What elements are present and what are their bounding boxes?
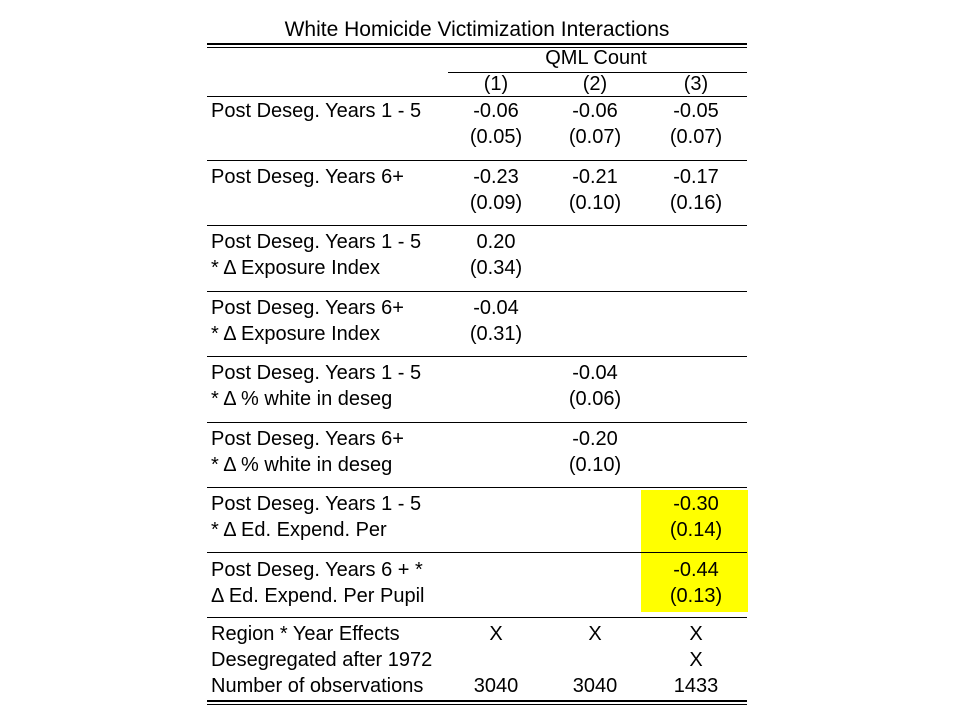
coef-cell: -0.06 bbox=[473, 100, 519, 122]
row-label: Post Deseg. Years 6 + * bbox=[211, 559, 423, 581]
row-label: Post Deseg. Years 1 - 5 bbox=[211, 231, 422, 253]
top-rule-2 bbox=[207, 47, 747, 48]
se-cell: (0.31) bbox=[469, 323, 523, 345]
footer-cell: X bbox=[588, 623, 602, 645]
model-header-rule bbox=[448, 72, 747, 73]
row-rule bbox=[207, 487, 747, 488]
row-label: Post Deseg. Years 1 - 5 bbox=[211, 493, 422, 515]
bottom-rule-2 bbox=[207, 704, 747, 705]
row-label: Post Deseg. Years 6+ bbox=[211, 297, 404, 319]
footer-cell: X bbox=[689, 649, 703, 671]
row-rule bbox=[207, 356, 747, 357]
row-rule bbox=[207, 422, 747, 423]
se-cell: (0.09) bbox=[469, 192, 523, 214]
coef-cell: -0.44 bbox=[673, 559, 719, 581]
row-label-2: * Δ Exposure Index bbox=[211, 323, 381, 345]
coef-cell: -0.06 bbox=[572, 100, 618, 122]
footer-cell: X bbox=[689, 623, 703, 645]
highlight-cells bbox=[641, 490, 748, 612]
row-label-2: * Δ % white in deseg bbox=[211, 388, 393, 410]
row-label: Post Deseg. Years 1 - 5 bbox=[211, 100, 422, 122]
coef-cell: -0.21 bbox=[572, 166, 618, 188]
se-cell: (0.07) bbox=[568, 126, 622, 148]
footer-cell: 1433 bbox=[673, 675, 719, 697]
coef-cell: -0.20 bbox=[572, 428, 618, 450]
footer-cell: X bbox=[489, 623, 503, 645]
se-cell: (0.07) bbox=[669, 126, 723, 148]
footer-label: Desegregated after 1972 bbox=[211, 649, 433, 671]
row-rule bbox=[207, 225, 747, 226]
row-rule bbox=[207, 291, 747, 292]
row-label-2: Δ Ed. Expend. Per Pupil bbox=[211, 585, 425, 607]
row-label: Post Deseg. Years 1 - 5 bbox=[211, 362, 422, 384]
coef-cell: 0.20 bbox=[476, 231, 516, 253]
footer-label: Number of observations bbox=[211, 675, 424, 697]
se-cell: (0.10) bbox=[568, 192, 622, 214]
row-label: Post Deseg. Years 6+ bbox=[211, 166, 404, 188]
row-label-2: * Δ Ed. Expend. Per bbox=[211, 519, 387, 541]
row-label-2: * Δ Exposure Index bbox=[211, 257, 381, 279]
coef-cell: -0.04 bbox=[572, 362, 618, 384]
model-header: QML Count bbox=[545, 47, 647, 69]
se-cell: (0.14) bbox=[669, 519, 723, 541]
header-rule bbox=[207, 96, 747, 97]
column-header: (1) bbox=[483, 73, 509, 95]
coef-cell: -0.05 bbox=[673, 100, 719, 122]
coef-cell: -0.04 bbox=[473, 297, 519, 319]
se-cell: (0.13) bbox=[669, 585, 723, 607]
se-cell: (0.05) bbox=[469, 126, 523, 148]
row-label-2: * Δ % white in deseg bbox=[211, 454, 393, 476]
footer-label: Region * Year Effects bbox=[211, 623, 400, 645]
coef-cell: -0.17 bbox=[673, 166, 719, 188]
bottom-rule bbox=[207, 700, 747, 702]
top-rule bbox=[207, 43, 747, 45]
row-rule bbox=[207, 617, 747, 618]
column-header: (2) bbox=[582, 73, 608, 95]
footer-cell: 3040 bbox=[473, 675, 519, 697]
se-cell: (0.34) bbox=[469, 257, 523, 279]
se-cell: (0.10) bbox=[568, 454, 622, 476]
coef-cell: -0.23 bbox=[473, 166, 519, 188]
coef-cell: -0.30 bbox=[673, 493, 719, 515]
table-title: White Homicide Victimization Interaction… bbox=[284, 18, 670, 41]
row-rule bbox=[207, 552, 747, 553]
row-rule bbox=[207, 160, 747, 161]
footer-cell: 3040 bbox=[572, 675, 618, 697]
column-header: (3) bbox=[683, 73, 709, 95]
row-label: Post Deseg. Years 6+ bbox=[211, 428, 404, 450]
se-cell: (0.06) bbox=[568, 388, 622, 410]
se-cell: (0.16) bbox=[669, 192, 723, 214]
